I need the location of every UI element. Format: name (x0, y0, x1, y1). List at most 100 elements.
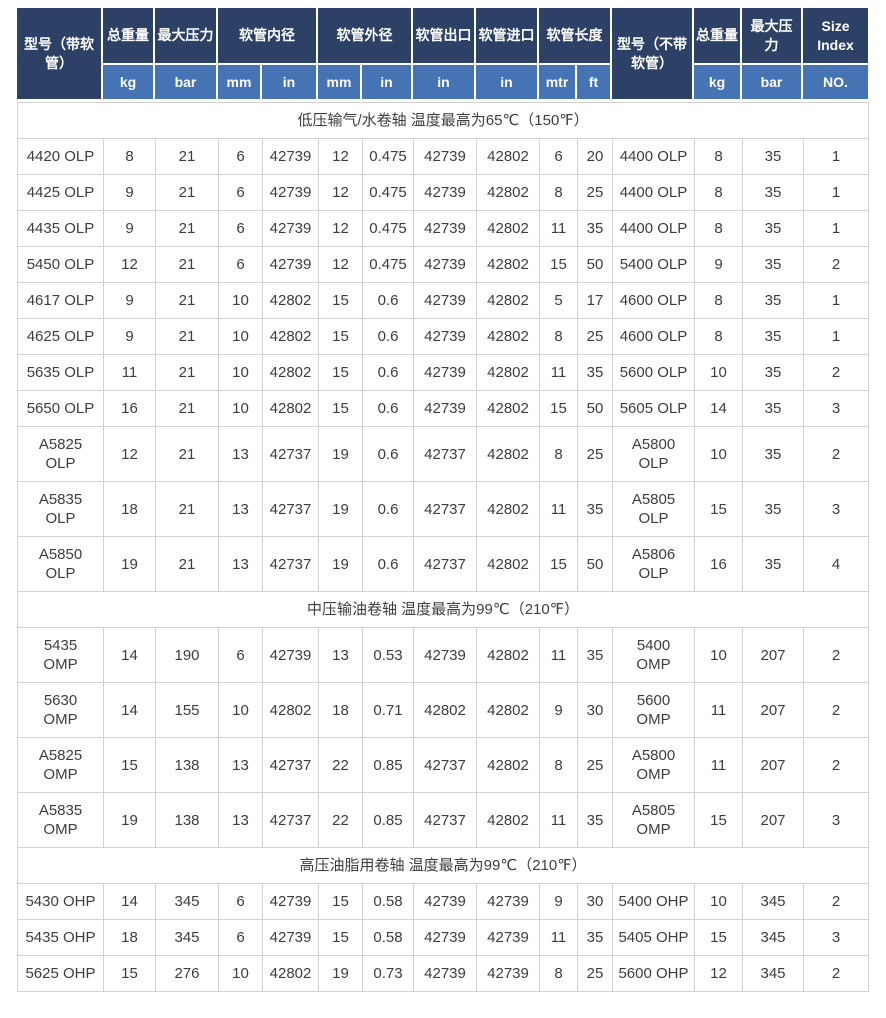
table-row: A5835 OLP 18 21 13 42737 19 0.6 42737 42802 11 35 A… (17, 481, 870, 537)
hose-length-ft: 25 (577, 318, 613, 355)
max-pressure-bar: 190 (155, 627, 219, 683)
model-without-hose: 5405 OHP (612, 919, 695, 956)
model-without-hose: A5806 OLP (612, 536, 695, 592)
hose-outlet-in: 42739 (413, 354, 477, 391)
model-without-hose: 5400 OHP (612, 883, 695, 920)
inner-diameter-mm: 6 (218, 883, 263, 920)
header-hose-outlet: 软管出口 (413, 8, 474, 63)
outer-diameter-mm: 15 (318, 919, 363, 956)
max-pressure-bar: 155 (155, 682, 219, 738)
hose-length-ft: 25 (577, 426, 613, 482)
max-pressure-2-bar: 207 (742, 792, 804, 848)
total-weight-kg: 16 (103, 390, 156, 427)
outer-diameter-in: 0.6 (362, 390, 414, 427)
size-index-no: 2 (802, 246, 870, 283)
size-index-no: 1 (802, 210, 870, 247)
hose-length-mtr: 8 (539, 426, 578, 482)
total-weight-2-kg: 10 (694, 426, 743, 482)
unit-mm-1: mm (218, 65, 260, 99)
hose-length-mtr: 5 (539, 282, 578, 319)
hose-length-mtr: 11 (539, 210, 578, 247)
outer-diameter-in: 0.58 (362, 919, 414, 956)
outer-diameter-mm: 15 (318, 390, 363, 427)
hose-inlet-in: 42802 (476, 536, 540, 592)
total-weight-2-kg: 10 (694, 883, 743, 920)
total-weight-kg: 19 (103, 536, 156, 592)
total-weight-2-kg: 9 (694, 246, 743, 283)
total-weight-2-kg: 16 (694, 536, 743, 592)
header-total-weight-2: 总重量 (694, 8, 740, 63)
outer-diameter-in: 0.53 (362, 627, 414, 683)
hose-outlet-in: 42737 (413, 792, 477, 848)
total-weight-kg: 12 (103, 426, 156, 482)
size-index-no: 2 (802, 737, 870, 793)
header-model-without-hose: 型号（不带软管） (612, 8, 692, 99)
hose-length-ft: 35 (577, 627, 613, 683)
outer-diameter-in: 0.85 (362, 792, 414, 848)
total-weight-kg: 8 (103, 138, 156, 175)
total-weight-2-kg: 8 (694, 174, 743, 211)
model-without-hose: 5600 OHP (612, 955, 695, 992)
hose-length-mtr: 11 (539, 354, 578, 391)
inner-diameter-mm: 13 (218, 737, 263, 793)
table-row: 5650 OLP 16 21 10 42802 15 0.6 42739 42802 15 50 56… (17, 390, 870, 427)
header-hose-inner-diameter: 软管内径 (218, 8, 316, 63)
inner-diameter-in: 42739 (262, 919, 319, 956)
unit-no: NO. (803, 65, 868, 99)
outer-diameter-mm: 13 (318, 627, 363, 683)
total-weight-kg: 9 (103, 174, 156, 211)
hose-length-mtr: 11 (539, 627, 578, 683)
model-with-hose: A5835 OLP (17, 481, 104, 537)
max-pressure-bar: 276 (155, 955, 219, 992)
inner-diameter-in: 42739 (262, 627, 319, 683)
max-pressure-bar: 21 (155, 354, 219, 391)
total-weight-2-kg: 15 (694, 919, 743, 956)
inner-diameter-in: 42739 (262, 883, 319, 920)
outer-diameter-in: 0.6 (362, 318, 414, 355)
unit-kg-1: kg (103, 65, 153, 99)
hose-length-mtr: 9 (539, 682, 578, 738)
total-weight-kg: 11 (103, 354, 156, 391)
unit-mtr: mtr (539, 65, 575, 99)
table-row: 4617 OLP 9 21 10 42802 15 0.6 42739 42802 5 17 4600… (17, 282, 870, 319)
table-row: A5835 OMP 19 138 13 42737 22 0.85 42737 42802 11 3… (17, 792, 870, 848)
outer-diameter-mm: 19 (318, 426, 363, 482)
hose-outlet-in: 42739 (413, 627, 477, 683)
outer-diameter-mm: 15 (318, 318, 363, 355)
hose-inlet-in: 42802 (476, 354, 540, 391)
hose-outlet-in: 42802 (413, 682, 477, 738)
model-without-hose: 4600 OLP (612, 282, 695, 319)
inner-diameter-in: 42802 (262, 390, 319, 427)
table-row: 5435 OHP 18 345 6 42739 15 0.58 42739 42739 11 35 5… (17, 919, 870, 956)
max-pressure-bar: 138 (155, 737, 219, 793)
outer-diameter-mm: 22 (318, 737, 363, 793)
hose-length-ft: 35 (577, 792, 613, 848)
model-without-hose: A5800 OMP (612, 737, 695, 793)
total-weight-2-kg: 11 (694, 682, 743, 738)
inner-diameter-mm: 6 (218, 210, 263, 247)
max-pressure-bar: 21 (155, 282, 219, 319)
total-weight-kg: 9 (103, 318, 156, 355)
model-with-hose: 5435 OMP (17, 627, 104, 683)
model-without-hose: A5805 OLP (612, 481, 695, 537)
hose-outlet-in: 42739 (413, 883, 477, 920)
inner-diameter-in: 42802 (262, 318, 319, 355)
hose-inlet-in: 42739 (476, 883, 540, 920)
max-pressure-2-bar: 345 (742, 955, 804, 992)
size-index-no: 3 (802, 792, 870, 848)
inner-diameter-mm: 10 (218, 682, 263, 738)
model-with-hose: 5630 OMP (17, 682, 104, 738)
inner-diameter-in: 42737 (262, 536, 319, 592)
size-index-no: 3 (802, 481, 870, 537)
outer-diameter-in: 0.58 (362, 883, 414, 920)
hose-outlet-in: 42739 (413, 955, 477, 992)
hose-inlet-in: 42802 (476, 282, 540, 319)
max-pressure-bar: 138 (155, 792, 219, 848)
model-without-hose: 5400 OLP (612, 246, 695, 283)
header-hose-length: 软管长度 (539, 8, 610, 63)
inner-diameter-in: 42739 (262, 246, 319, 283)
size-index-no: 1 (802, 138, 870, 175)
hose-inlet-in: 42802 (476, 246, 540, 283)
size-index-no: 1 (802, 174, 870, 211)
hose-length-mtr: 9 (539, 883, 578, 920)
